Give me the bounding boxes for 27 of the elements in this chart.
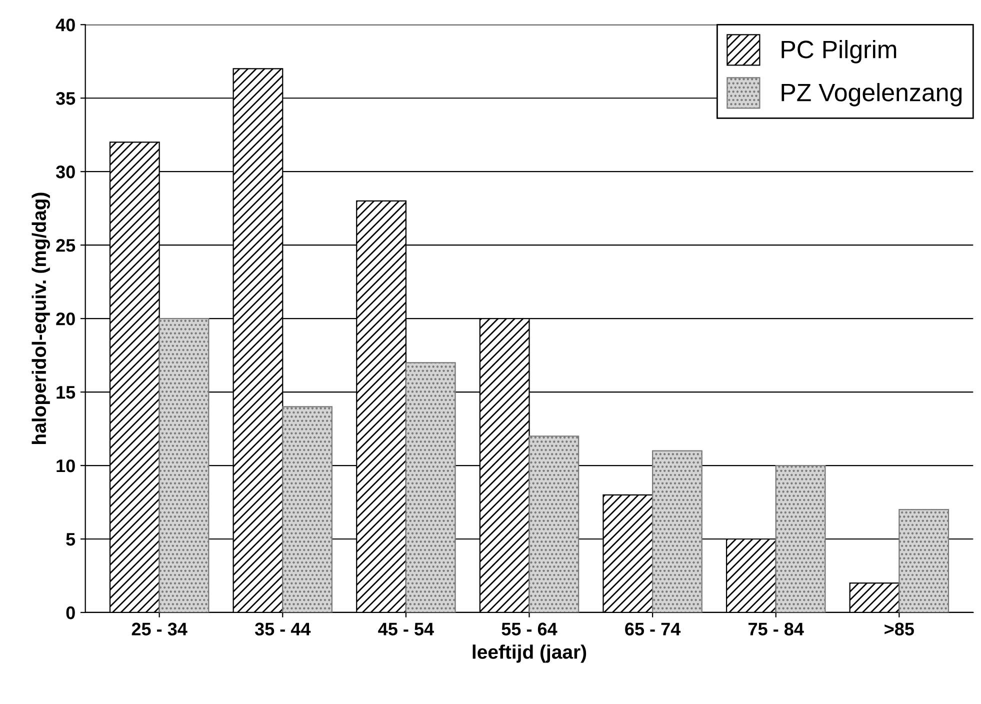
bar (652, 450, 702, 612)
legend-label: PC Pilgrim (782, 40, 896, 64)
x-tick-label: 55 - 64 (502, 622, 558, 636)
bar (158, 318, 210, 612)
x-tick-label: 75 - 84 (748, 622, 804, 636)
y-tick-label: 40 (56, 18, 75, 32)
bar (528, 436, 580, 612)
y-tick-label: 0 (66, 606, 75, 620)
y-tick-label: 25 (56, 239, 76, 252)
x-axis-title: leeftijd (jaar) (472, 644, 586, 663)
y-tick-label: 30 (56, 166, 75, 178)
y-tick-label: 15 (56, 386, 76, 399)
y-tick-label: 5 (66, 533, 76, 546)
x-tick-label: >85 (884, 622, 914, 636)
x-tick-label: 35 - 44 (254, 622, 311, 636)
bar (775, 464, 826, 612)
x-tick-label: 45 - 54 (378, 622, 434, 636)
y-tick-label: 35 (56, 92, 76, 105)
x-tick-label: 65 - 74 (625, 622, 681, 636)
x-tick-label: 25 - 34 (132, 622, 188, 636)
bar (405, 362, 456, 612)
bar (282, 406, 333, 612)
y-tick-label: 20 (56, 312, 75, 326)
y-tick-label: 10 (56, 459, 75, 472)
y-axis-title: haloperidol-equiv. (mg/dag) (32, 192, 50, 444)
legend-label: PZ Vogelenzang (782, 83, 962, 106)
bar (898, 509, 950, 612)
